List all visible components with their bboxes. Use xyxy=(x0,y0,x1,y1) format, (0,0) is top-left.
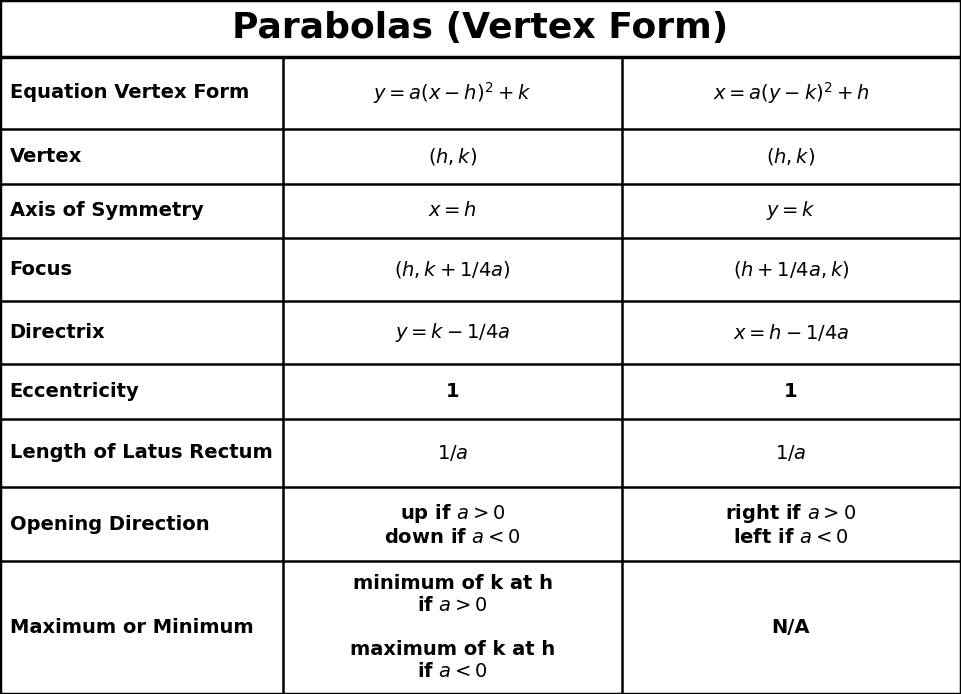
Text: $y = a(x - h)^2 + k$: $y = a(x - h)^2 + k$ xyxy=(374,80,531,106)
Text: $y = k$: $y = k$ xyxy=(766,199,816,222)
Text: $1/a$: $1/a$ xyxy=(776,443,806,463)
Text: Axis of Symmetry: Axis of Symmetry xyxy=(10,201,204,221)
Text: $(h, k)$: $(h, k)$ xyxy=(766,146,816,167)
Text: Focus: Focus xyxy=(10,260,73,279)
Text: Length of Latus Rectum: Length of Latus Rectum xyxy=(10,443,272,462)
Text: $x = h - 1/4a$: $x = h - 1/4a$ xyxy=(732,322,850,343)
Text: Vertex: Vertex xyxy=(10,146,82,166)
Text: 1: 1 xyxy=(446,382,459,401)
Text: $y = k - 1/4a$: $y = k - 1/4a$ xyxy=(395,321,510,344)
Text: Directrix: Directrix xyxy=(10,323,106,342)
Text: up if $a > 0$
down if $a < 0$: up if $a > 0$ down if $a < 0$ xyxy=(384,502,521,547)
Text: $(h, k + 1/4a)$: $(h, k + 1/4a)$ xyxy=(394,259,511,280)
Text: $1/a$: $1/a$ xyxy=(437,443,468,463)
Text: Equation Vertex Form: Equation Vertex Form xyxy=(10,83,249,103)
Text: $x = a(y - k)^2 + h$: $x = a(y - k)^2 + h$ xyxy=(713,80,869,106)
Text: minimum of k at h
if $a > 0$

maximum of k at h
if $a < 0$: minimum of k at h if $a > 0$ maximum of … xyxy=(350,574,555,681)
Text: $(h, k)$: $(h, k)$ xyxy=(428,146,478,167)
Text: N/A: N/A xyxy=(772,618,810,637)
Text: Parabolas (Vertex Form): Parabolas (Vertex Form) xyxy=(233,12,728,45)
Text: Maximum or Minimum: Maximum or Minimum xyxy=(10,618,254,637)
Text: $(h + 1/4a, k)$: $(h + 1/4a, k)$ xyxy=(732,259,850,280)
Text: Eccentricity: Eccentricity xyxy=(10,382,139,401)
Text: $x = h$: $x = h$ xyxy=(429,201,477,221)
Text: right if $a > 0$
left if $a < 0$: right if $a > 0$ left if $a < 0$ xyxy=(726,502,856,547)
Text: 1: 1 xyxy=(784,382,798,401)
Text: Opening Direction: Opening Direction xyxy=(10,515,209,534)
